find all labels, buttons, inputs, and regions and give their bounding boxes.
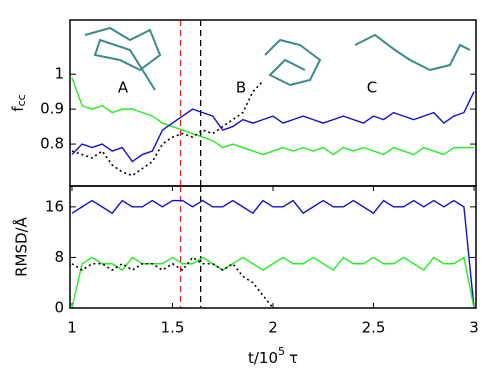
structure-sketches: [84, 26, 471, 91]
x-label: t/105 τ: [248, 345, 298, 367]
series-line: [71, 91, 475, 163]
y-label-text: f: [9, 106, 27, 112]
y-tick-label: 0.9: [40, 100, 64, 118]
x-label-sup: 5: [278, 345, 285, 358]
y-tick-label: 8: [54, 248, 64, 266]
series-line: [71, 77, 474, 156]
series-line: [71, 199, 475, 309]
y-tick-label: 0: [54, 299, 64, 317]
x-tick-label: 2: [268, 319, 278, 337]
y-tick-label: 0.8: [40, 135, 64, 153]
series-line: [71, 256, 475, 309]
x-tick-label: 2.5: [362, 319, 386, 337]
x-label-tail: τ: [289, 349, 298, 367]
annotation: A: [118, 79, 129, 97]
y-label: RMSD/Å: [12, 216, 31, 276]
x-tick-label: 3: [469, 319, 479, 337]
panel-frame: [69, 185, 477, 309]
y-tick-label: 1: [54, 65, 64, 83]
y-label: fcc: [9, 94, 29, 111]
annotation: B: [236, 79, 246, 97]
panel-frame: [69, 19, 477, 187]
y-label-sub: cc: [15, 94, 28, 106]
x-label-text: t/10: [248, 349, 278, 367]
y-tick-label: 16: [45, 197, 64, 215]
series-line: [71, 80, 264, 177]
x-tick-label: 1: [67, 319, 77, 337]
series-line: [71, 256, 274, 309]
annotation: C: [367, 79, 377, 97]
x-tick-label: 1.5: [161, 319, 185, 337]
